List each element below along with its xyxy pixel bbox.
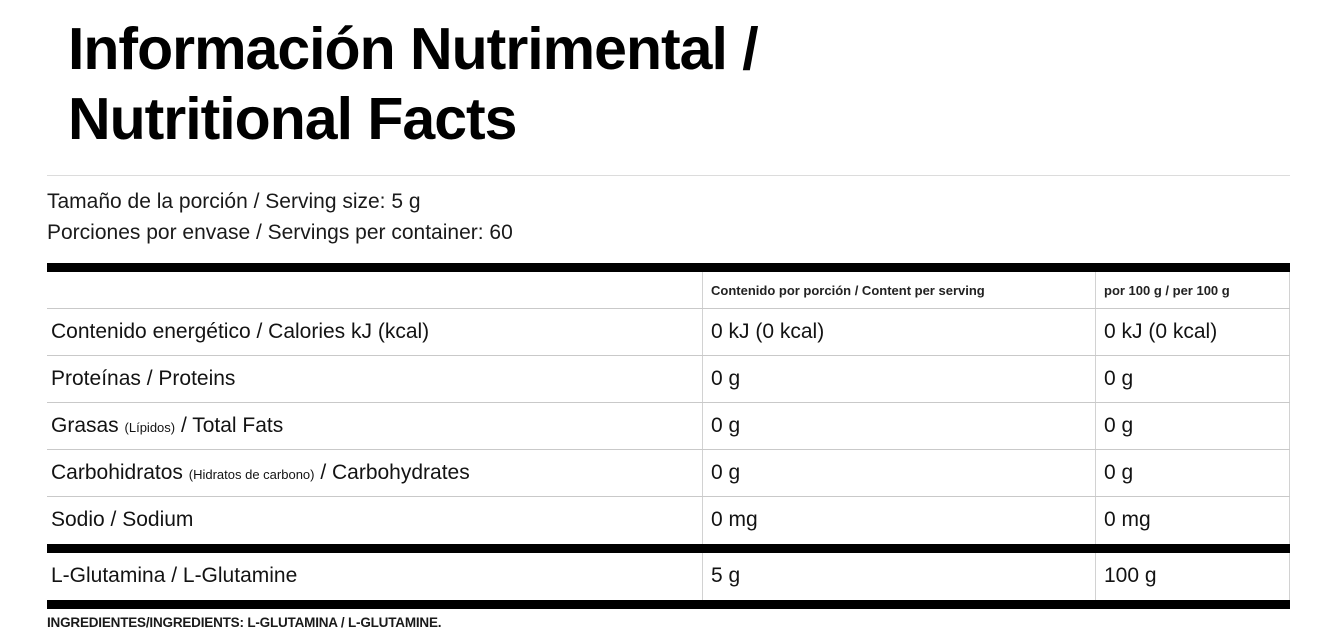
table-row-fats: Grasas (Lípidos) / Total Fats 0 g 0 g bbox=[47, 403, 1290, 450]
value-carbohydrates-per-100g: 0 g bbox=[1095, 450, 1290, 496]
thick-rule-middle bbox=[47, 544, 1290, 553]
thick-rule-bottom bbox=[47, 600, 1290, 609]
table-header-row: Contenido por porción / Content per serv… bbox=[47, 272, 1290, 309]
value-sodium-per-100g: 0 mg bbox=[1095, 497, 1290, 544]
value-fats-per-100g: 0 g bbox=[1095, 403, 1290, 449]
row-label-proteins: Proteínas / Proteins bbox=[51, 367, 236, 390]
nutrition-table: Contenido por porción / Content per serv… bbox=[47, 263, 1290, 609]
value-energy-per-serving: 0 kJ (0 kcal) bbox=[702, 309, 1095, 355]
value-energy-per-100g: 0 kJ (0 kcal) bbox=[1095, 309, 1290, 355]
column-header-per-serving: Contenido por porción / Content per serv… bbox=[702, 272, 1095, 308]
row-label-glutamine: L-Glutamina / L-Glutamine bbox=[51, 564, 298, 587]
value-glutamine-per-100g: 100 g bbox=[1095, 553, 1290, 600]
page-title-line2: Nutritional Facts bbox=[68, 86, 517, 152]
thick-rule-top bbox=[47, 263, 1290, 272]
page-title-line1: Información Nutrimental / bbox=[68, 16, 759, 82]
value-fats-per-serving: 0 g bbox=[702, 403, 1095, 449]
value-carbohydrates-per-serving: 0 g bbox=[702, 450, 1095, 496]
value-sodium-per-serving: 0 mg bbox=[702, 497, 1095, 544]
row-label-carbohydrates: Carbohidratos (Hidratos de carbono) / Ca… bbox=[51, 461, 470, 484]
row-label-fats: Grasas (Lípidos) / Total Fats bbox=[51, 414, 284, 437]
value-proteins-per-serving: 0 g bbox=[702, 356, 1095, 402]
title-divider bbox=[47, 175, 1290, 176]
serving-info: Tamaño de la porción / Serving size: 5 g… bbox=[47, 186, 513, 248]
table-row-proteins: Proteínas / Proteins 0 g 0 g bbox=[47, 356, 1290, 403]
column-header-blank bbox=[47, 272, 702, 308]
table-row-energy: Contenido energético / Calories kJ (kcal… bbox=[47, 309, 1290, 356]
row-label-energy: Contenido energético / Calories kJ (kcal… bbox=[51, 320, 430, 343]
table-row-carbohydrates: Carbohidratos (Hidratos de carbono) / Ca… bbox=[47, 450, 1290, 497]
page-title: Información Nutrimental / Nutritional Fac… bbox=[68, 14, 759, 154]
table-row-glutamine: L-Glutamina / L-Glutamine 5 g 100 g bbox=[47, 553, 1290, 600]
servings-per-container-text: Porciones por envase / Servings per cont… bbox=[47, 221, 513, 244]
ingredients-statement: INGREDIENTES/INGREDIENTS: L-GLUTAMINA / … bbox=[47, 615, 442, 630]
column-header-per-100g: por 100 g / per 100 g bbox=[1095, 272, 1290, 308]
row-label-sodium: Sodio / Sodium bbox=[51, 508, 194, 531]
value-glutamine-per-serving: 5 g bbox=[702, 553, 1095, 600]
value-proteins-per-100g: 0 g bbox=[1095, 356, 1290, 402]
table-row-sodium: Sodio / Sodium 0 mg 0 mg bbox=[47, 497, 1290, 544]
serving-size-text: Tamaño de la porción / Serving size: 5 g bbox=[47, 190, 421, 213]
